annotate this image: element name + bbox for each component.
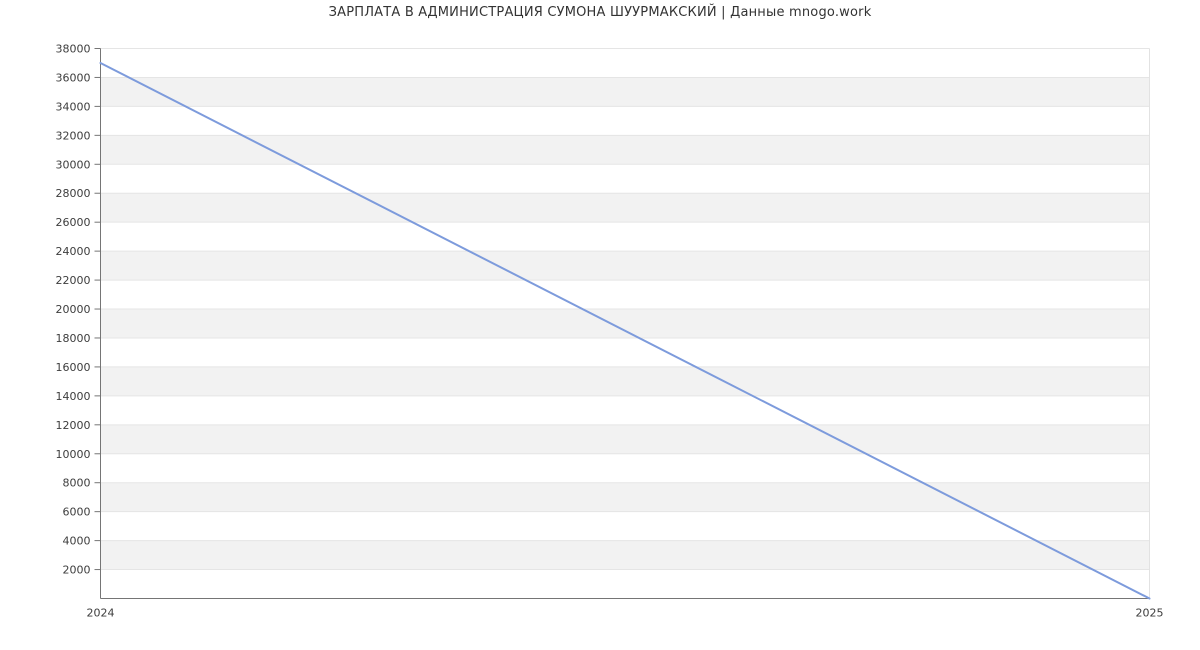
plot-band — [100, 366, 1150, 396]
y-axis-tick-label: 12000 — [56, 419, 91, 432]
y-axis-tick-label: 28000 — [56, 187, 91, 200]
y-axis-tick-label: 32000 — [56, 129, 91, 142]
y-axis-tick-label: 8000 — [63, 477, 91, 490]
plot-band — [100, 77, 1150, 107]
y-axis-tick-label: 38000 — [56, 43, 91, 56]
plot-band — [100, 309, 1150, 338]
plot-band — [100, 135, 1150, 165]
y-axis-tick-label: 6000 — [63, 506, 91, 519]
x-axis-tick-label: 2025 — [1136, 607, 1164, 620]
y-axis-tick-label: 18000 — [56, 332, 91, 345]
y-axis-tick-label: 2000 — [63, 564, 91, 577]
y-axis-tick-label: 30000 — [56, 158, 91, 171]
y-axis-tick-label: 22000 — [56, 274, 91, 287]
y-axis-tick-label: 34000 — [56, 100, 91, 113]
x-axis-tick-label: 2024 — [87, 607, 115, 620]
plot-band — [100, 251, 1150, 281]
plot-band — [100, 424, 1150, 454]
plot-band — [100, 482, 1150, 512]
y-axis-tick-label: 24000 — [56, 245, 91, 258]
y-axis-tick-label: 26000 — [56, 216, 91, 229]
chart-title: ЗАРПЛАТА В АДМИНИСТРАЦИЯ СУМОНА ШУУРМАКС… — [328, 5, 872, 20]
y-axis-tick-label: 4000 — [63, 535, 91, 548]
plot-band — [100, 540, 1150, 570]
y-axis-tick-label: 10000 — [56, 448, 91, 461]
plot-band — [100, 193, 1150, 223]
salary-line — [99, 61, 1151, 600]
y-axis-tick-label: 36000 — [56, 71, 91, 84]
y-axis-tick-label: 20000 — [56, 303, 91, 316]
y-axis-tick-label: 14000 — [56, 390, 91, 403]
y-axis-tick-label: 16000 — [56, 361, 91, 374]
